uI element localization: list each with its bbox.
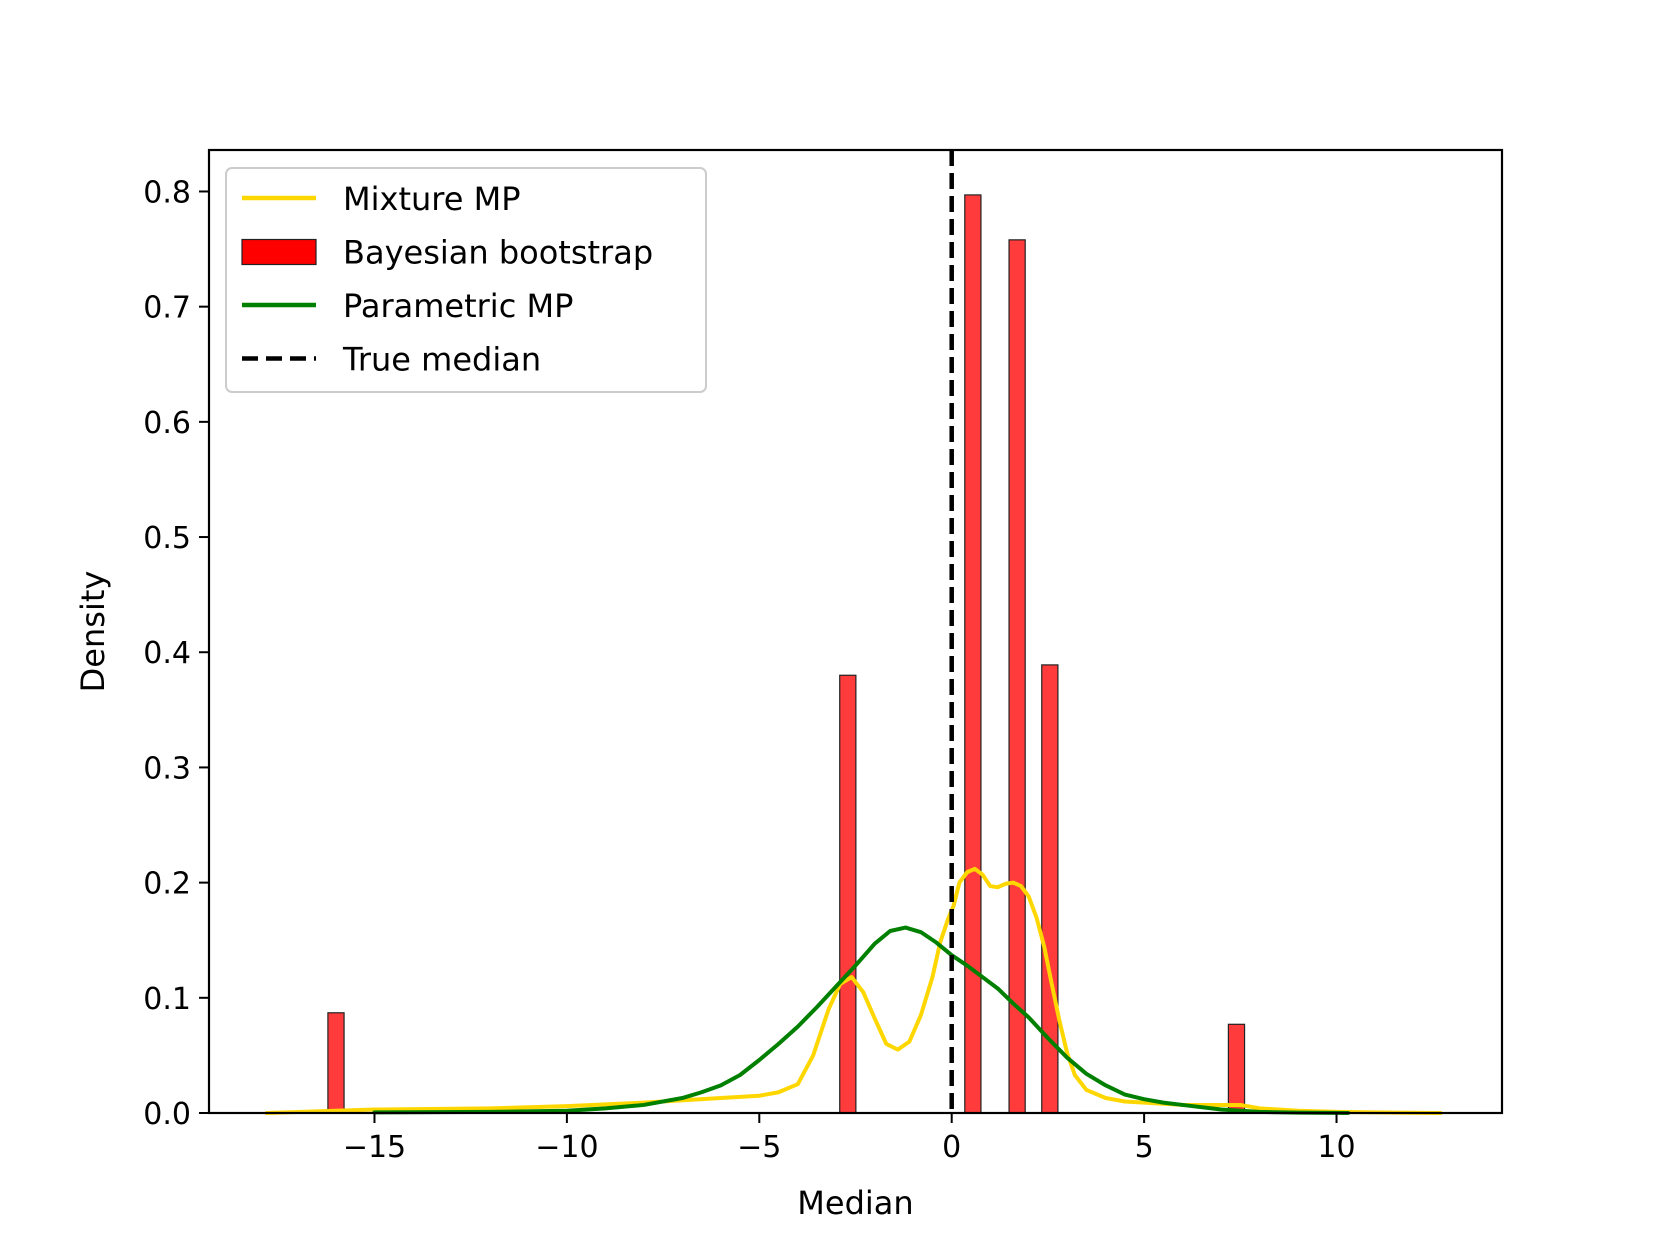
legend-label: Parametric MP — [343, 287, 573, 325]
density-lines — [264, 866, 1443, 1115]
bootstrap-bar-3 — [1008, 239, 1026, 1114]
y-tick-label: 0.5 — [143, 521, 191, 556]
bootstrap-bar-0 — [327, 1012, 345, 1114]
x-tick-label: −5 — [737, 1130, 781, 1165]
y-tick-label: 0.8 — [143, 175, 191, 210]
legend-swatch-bootstrap — [241, 238, 317, 266]
y-tick-label: 0.6 — [143, 406, 191, 441]
legend-label: Bayesian bootstrap — [343, 234, 653, 272]
y-axis-title: Density — [74, 571, 112, 693]
x-tick-label: −10 — [535, 1130, 598, 1165]
y-tick-label: 0.1 — [143, 982, 191, 1017]
bootstrap-bar-1 — [839, 674, 857, 1114]
y-tick-label: 0.0 — [143, 1097, 191, 1132]
x-tick-label: 5 — [1135, 1130, 1154, 1165]
y-tick-label: 0.4 — [143, 636, 191, 671]
y-tick-label: 0.7 — [143, 291, 191, 326]
legend: Mixture MP Bayesian bootstrap Parametric M… — [225, 167, 707, 393]
x-axis-title: Median — [797, 1184, 913, 1222]
legend-label: Mixture MP — [343, 180, 520, 218]
mixture-mp-line — [264, 866, 1443, 1115]
parametric-mp-line — [372, 925, 1351, 1115]
y-axis: 0.0 0.1 0.2 0.3 0.4 0.5 0.6 0.7 0.8 — [143, 175, 209, 1132]
bootstrap-bar-5 — [1227, 1023, 1246, 1114]
legend-box — [225, 167, 707, 393]
plot-frame — [207, 148, 1504, 1115]
y-tick-label: 0.2 — [143, 867, 191, 902]
y-tick-label: 0.3 — [143, 751, 191, 786]
legend-label: True median — [342, 341, 541, 379]
x-axis: −15 −10 −5 0 5 10 — [343, 1113, 1356, 1165]
x-tick-label: −15 — [343, 1130, 406, 1165]
x-tick-label: 0 — [942, 1130, 961, 1165]
x-tick-label: 10 — [1317, 1130, 1355, 1165]
